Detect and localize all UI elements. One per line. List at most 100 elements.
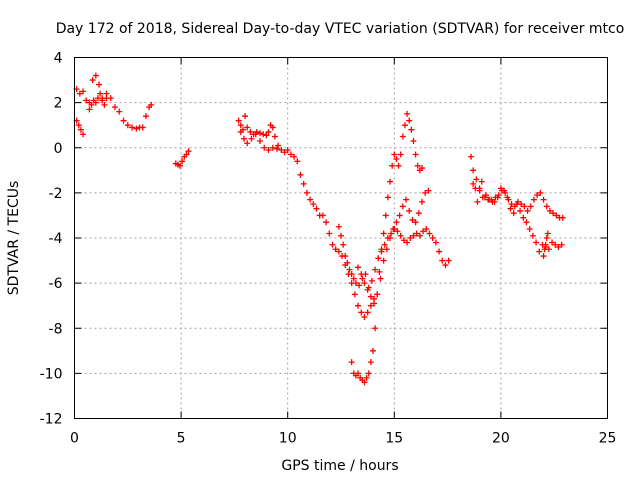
data-point — [359, 275, 366, 282]
data-point — [142, 113, 149, 120]
data-point — [80, 88, 87, 95]
data-point — [271, 133, 278, 140]
data-point — [416, 232, 423, 239]
data-point — [346, 266, 353, 273]
data-point — [88, 101, 95, 108]
data-point — [297, 171, 304, 178]
data-point — [326, 230, 333, 237]
data-point — [177, 162, 184, 169]
data-point — [549, 239, 556, 246]
data-point — [340, 241, 347, 248]
data-point — [261, 144, 268, 151]
data-point — [537, 189, 544, 196]
data-point — [400, 237, 407, 244]
data-point — [355, 302, 362, 309]
data-point — [523, 219, 530, 226]
y-tick-label: -10 — [40, 366, 63, 382]
data-point — [399, 203, 406, 210]
x-tick-label: 10 — [279, 431, 297, 447]
data-point — [559, 214, 566, 221]
data-point — [403, 196, 410, 203]
data-point — [387, 235, 394, 241]
data-point — [543, 203, 550, 210]
data-point — [468, 153, 475, 160]
data-point — [375, 255, 382, 262]
data-point — [369, 347, 376, 354]
series-sat-f — [237, 128, 281, 154]
data-point — [120, 117, 127, 124]
data-point — [479, 194, 486, 201]
x-axis-label: GPS time / hours — [281, 458, 398, 474]
data-point — [470, 180, 477, 187]
data-point — [390, 225, 397, 232]
data-point — [263, 132, 270, 139]
data-point — [518, 201, 525, 208]
data-point — [269, 124, 276, 131]
data-point — [420, 228, 427, 235]
data-point — [474, 198, 481, 205]
data-point — [393, 156, 400, 163]
data-point — [540, 253, 547, 260]
data-point — [361, 313, 368, 320]
data-point — [351, 291, 358, 298]
data-point — [423, 225, 430, 232]
data-point — [278, 147, 285, 154]
data-point — [356, 282, 363, 289]
data-point — [406, 207, 413, 214]
data-point — [358, 271, 365, 278]
data-point — [275, 142, 282, 149]
data-point — [553, 212, 560, 219]
data-point — [237, 122, 244, 129]
data-point — [404, 239, 411, 246]
data-point — [265, 128, 272, 135]
data-point — [376, 268, 383, 275]
data-point — [244, 140, 251, 147]
data-point — [248, 135, 255, 142]
data-points — [73, 72, 566, 386]
data-point — [397, 151, 404, 158]
data-point — [533, 239, 540, 246]
data-point — [476, 185, 483, 192]
data-point — [97, 90, 104, 97]
data-point — [244, 124, 251, 131]
data-point — [410, 232, 417, 239]
data-point — [436, 248, 443, 255]
data-point — [371, 300, 378, 307]
series-sat-i — [355, 187, 432, 307]
data-point — [129, 124, 136, 131]
data-point — [338, 232, 344, 239]
data-point — [521, 203, 528, 210]
data-point — [502, 189, 509, 196]
data-point — [526, 225, 533, 232]
data-point — [260, 131, 267, 138]
data-point — [348, 359, 355, 366]
data-point — [520, 214, 527, 221]
data-point — [344, 259, 351, 266]
data-point — [492, 194, 499, 201]
data-point — [511, 203, 518, 210]
data-point — [510, 210, 517, 217]
series-sat-l — [540, 230, 551, 260]
data-point — [364, 286, 371, 293]
data-point — [281, 149, 288, 156]
data-point — [410, 137, 417, 144]
data-point — [96, 81, 103, 88]
data-point — [256, 130, 263, 137]
data-point — [372, 266, 379, 273]
series-sat-d — [172, 148, 192, 169]
data-point — [377, 275, 384, 282]
data-point — [319, 212, 326, 219]
data-point — [361, 379, 368, 386]
data-point — [542, 241, 549, 248]
data-point — [415, 210, 422, 217]
data-point — [323, 219, 330, 226]
y-tick-label: 4 — [54, 51, 63, 67]
data-point — [445, 257, 452, 264]
y-tick-label: -6 — [49, 276, 63, 292]
data-point — [527, 203, 534, 210]
data-point — [536, 248, 543, 255]
data-point — [393, 219, 400, 226]
data-point — [387, 178, 394, 185]
data-point — [335, 223, 342, 230]
data-point — [425, 187, 432, 194]
